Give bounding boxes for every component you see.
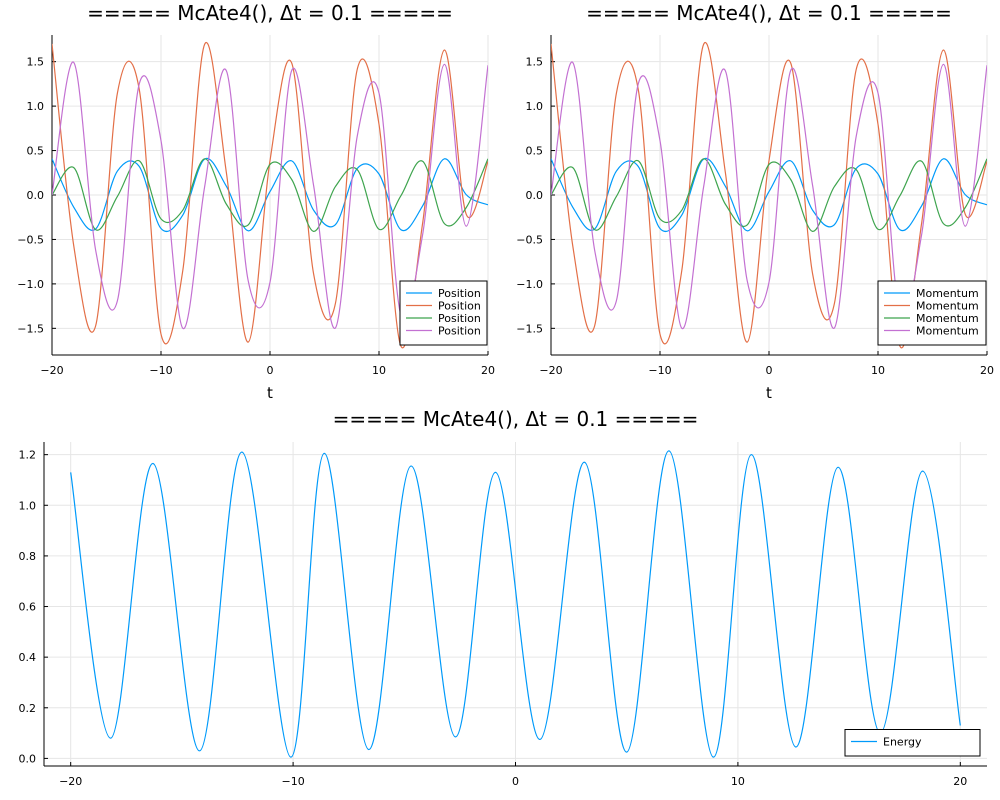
x-tick-label: −20 xyxy=(539,364,562,377)
x-tick-label: −10 xyxy=(281,775,304,788)
series-line-3 xyxy=(551,158,987,232)
position-chart: ===== McAte4(), Δt = 0.1 ===== −20 −10 0 10 2… xyxy=(17,1,495,402)
x-tick-label: 0 xyxy=(766,364,773,377)
y-tick-label: 1.0 xyxy=(19,499,37,512)
series-line-1 xyxy=(70,450,961,758)
legend-box xyxy=(877,280,987,346)
legend-label: Position xyxy=(438,312,481,325)
x-tick-label: 10 xyxy=(871,364,885,377)
y-tick-label: −0.5 xyxy=(516,233,543,246)
legend: Energy xyxy=(844,729,981,757)
legend-label: Momentum xyxy=(916,312,979,325)
x-tick-label: 20 xyxy=(980,364,994,377)
legend-box xyxy=(844,729,981,757)
y-tick-label: −1.0 xyxy=(17,278,44,291)
y-tick-label: 0.2 xyxy=(19,702,37,715)
x-tick-label: 20 xyxy=(953,775,967,788)
legend-box xyxy=(399,280,488,346)
series-line-4 xyxy=(551,61,987,329)
chart-title: ===== McAte4(), Δt = 0.1 ===== xyxy=(333,407,699,431)
series-line-3 xyxy=(52,158,488,232)
y-tick-label: 1.5 xyxy=(526,56,544,69)
y-tick-label: 0.6 xyxy=(19,601,37,614)
y-tick-label: 0.4 xyxy=(19,651,37,664)
series-group xyxy=(70,450,961,758)
legend-label: Momentum xyxy=(916,287,979,300)
legend-label: Momentum xyxy=(916,300,979,313)
momentum-chart: ===== McAte4(), Δt = 0.1 ===== −20 −10 0 10 2… xyxy=(516,1,994,402)
x-tick-label: 10 xyxy=(372,364,386,377)
legend-label: Momentum xyxy=(916,325,979,338)
y-tick-label: 1.0 xyxy=(27,100,45,113)
series-line-1 xyxy=(52,157,488,233)
y-tick-label: 0.5 xyxy=(526,145,544,158)
y-tick-label: 0.0 xyxy=(526,189,544,202)
legend-label: Position xyxy=(438,287,481,300)
series-line-4 xyxy=(52,61,488,329)
x-axis-label: t xyxy=(766,384,772,402)
y-tick-label: −1.5 xyxy=(17,322,44,335)
chart-title: ===== McAte4(), Δt = 0.1 ===== xyxy=(87,1,453,25)
legend-label: Energy xyxy=(883,736,922,749)
x-tick-label: −10 xyxy=(149,364,172,377)
y-tick-label: 1.2 xyxy=(19,449,37,462)
x-tick-label: −20 xyxy=(59,775,82,788)
y-tick-label: 0.0 xyxy=(19,752,37,765)
y-tick-label: −1.0 xyxy=(516,278,543,291)
x-tick-label: 0 xyxy=(512,775,519,788)
x-axis-label: t xyxy=(267,384,273,402)
y-tick-label: 0.5 xyxy=(27,145,45,158)
y-tick-label: 1.5 xyxy=(27,56,45,69)
series-line-1 xyxy=(551,157,987,233)
series-group xyxy=(52,41,488,349)
x-tick-label: 0 xyxy=(267,364,274,377)
y-tick-label: 0.8 xyxy=(19,550,37,563)
x-tick-label: −20 xyxy=(40,364,63,377)
x-tick-label: 10 xyxy=(731,775,745,788)
x-tick-label: −10 xyxy=(648,364,671,377)
y-tick-label: −1.5 xyxy=(516,322,543,335)
y-tick-label: 1.0 xyxy=(526,100,544,113)
legend-label: Position xyxy=(438,300,481,313)
legend-label: Position xyxy=(438,325,481,338)
y-tick-label: 0.0 xyxy=(27,189,45,202)
chart-title: ===== McAte4(), Δt = 0.1 ===== xyxy=(586,1,952,25)
energy-chart: ===== McAte4(), Δt = 0.1 ===== −20 −10 0 10 2… xyxy=(19,407,987,788)
y-tick-label: −0.5 xyxy=(17,233,44,246)
x-tick-label: 20 xyxy=(481,364,495,377)
